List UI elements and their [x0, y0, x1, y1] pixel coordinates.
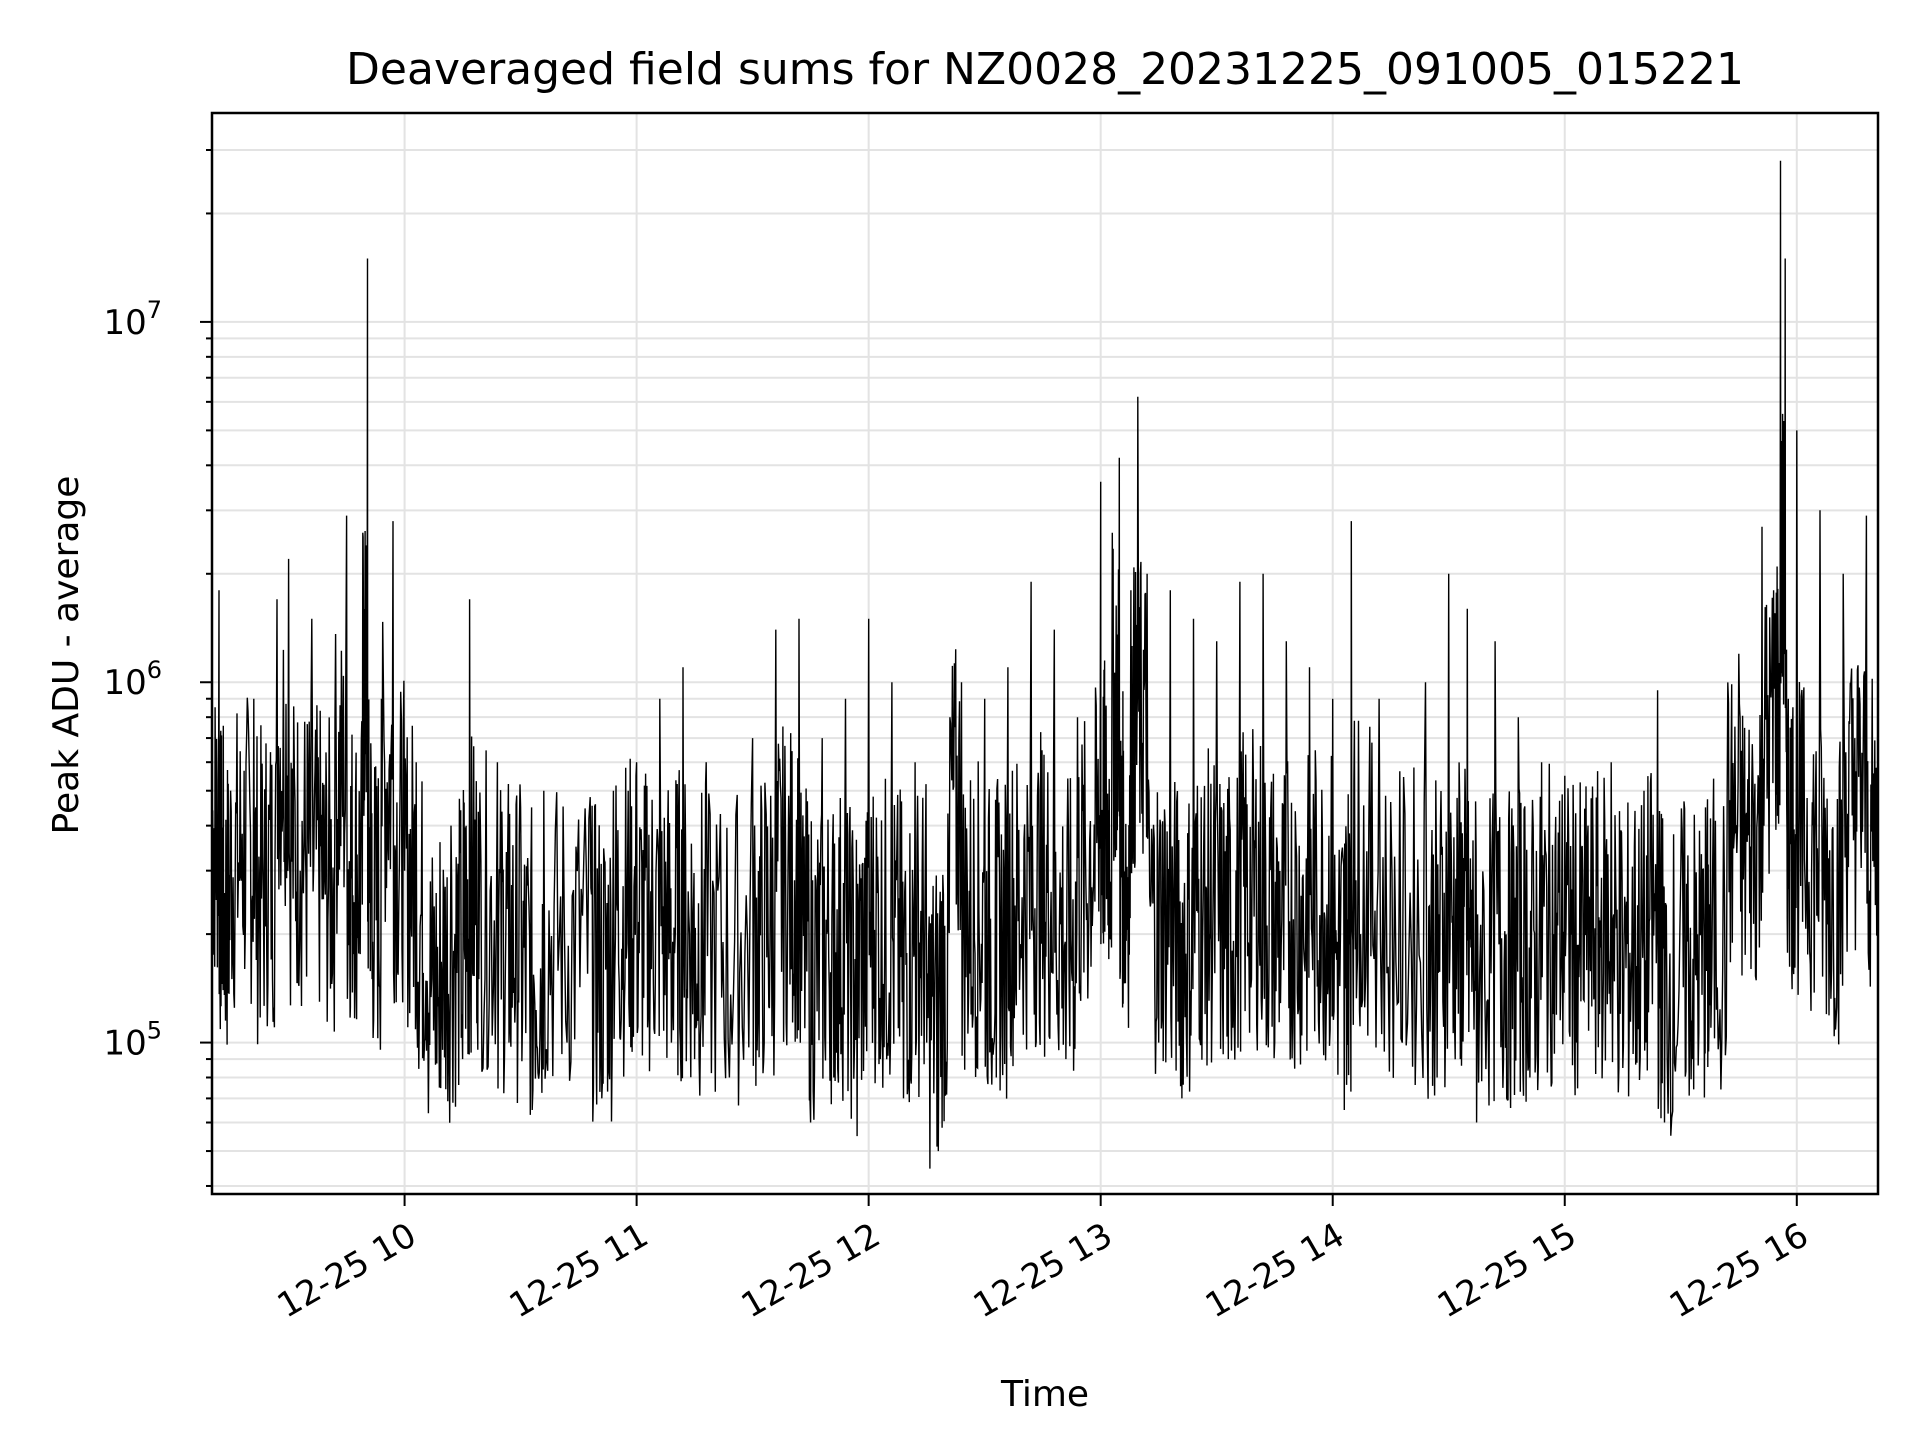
- y-tick-exponent: 7: [147, 296, 162, 324]
- x-axis-label: Time: [1000, 1374, 1089, 1415]
- y-tick-exponent: 6: [147, 656, 162, 684]
- y-tick-label: 107: [103, 296, 162, 343]
- chart-title: Deaveraged field sums for NZ0028_2023122…: [346, 44, 1744, 95]
- series-line: [212, 160, 1878, 1169]
- grid-layer: [212, 113, 1878, 1194]
- series-layer: [212, 160, 1878, 1169]
- y-tick-label: 106: [103, 656, 162, 703]
- plot-frame: [210, 111, 1880, 1196]
- y-tick-base: 10: [103, 303, 146, 343]
- y-axis-label: Peak ADU - average: [46, 476, 87, 835]
- y-tick-base: 10: [103, 1024, 146, 1064]
- y-tick-exponent: 5: [147, 1017, 162, 1045]
- y-tick-base: 10: [103, 663, 146, 703]
- y-tick-label: 105: [103, 1017, 162, 1064]
